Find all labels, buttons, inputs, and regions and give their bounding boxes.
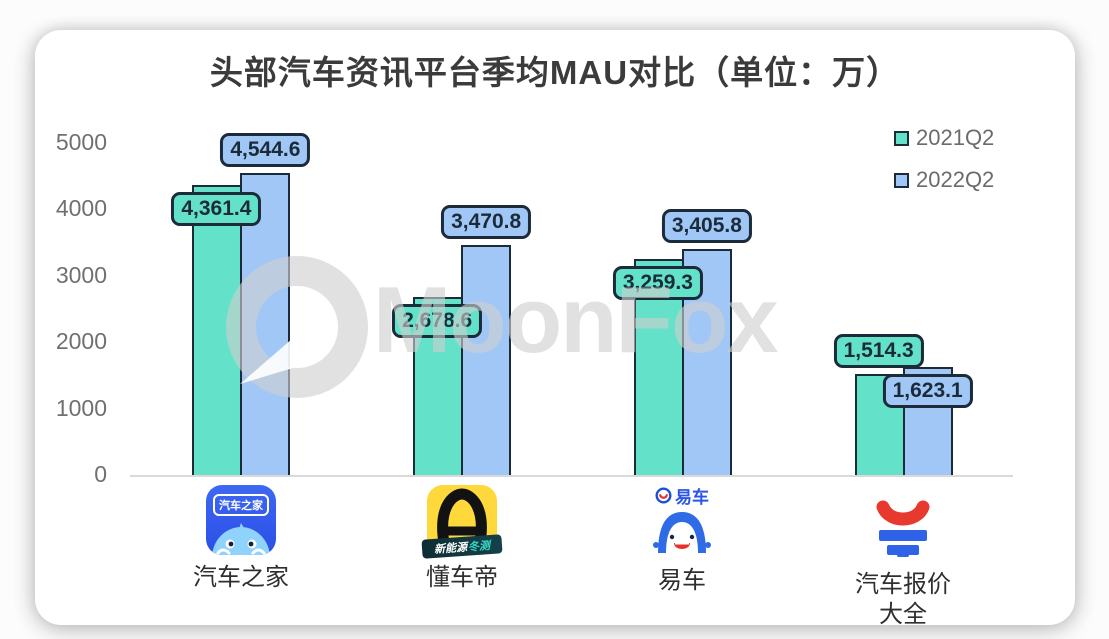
banner-text: 冬测 — [467, 539, 491, 554]
x-category-yiche: 易车 易车 — [597, 485, 767, 596]
value-label: 4,361.4 — [171, 192, 262, 227]
legend-item-2021q2: 2021Q2 — [894, 125, 994, 151]
yiche-circle-logo-icon — [655, 486, 672, 504]
y-tick-label: 2000 — [55, 328, 107, 355]
y-tick-label: 3000 — [55, 261, 107, 288]
value-label: 3,259.3 — [612, 265, 703, 300]
x-axis-line — [130, 475, 1013, 477]
category-label: 汽车报价 — [855, 571, 951, 598]
x-category-car-price: 汽车报价 大全 — [818, 485, 988, 630]
x-category-dongchedi: 新能源 冬测 懂车帝 — [377, 485, 547, 593]
banner-text: 新能源 — [433, 541, 468, 556]
x-category-autohome: 汽车之家 汽车之家 — [156, 485, 326, 593]
category-label-line2: 大全 — [879, 601, 927, 628]
category-label: 易车 — [658, 567, 706, 594]
value-label: 1,623.1 — [882, 374, 973, 409]
chart-title: 头部汽车资讯平台季均MAU对比（单位：万） — [209, 54, 901, 91]
category-label: 懂车帝 — [426, 564, 498, 591]
y-tick-label: 1000 — [55, 394, 107, 421]
y-tick-label: 4000 — [55, 195, 107, 222]
legend-swatch-2021q2 — [894, 130, 909, 146]
y-tick-label: 0 — [94, 461, 107, 487]
dongchedi-a-icon — [437, 488, 487, 549]
autohome-mascot-icon — [212, 523, 270, 555]
legend-label: 2022Q2 — [916, 167, 995, 192]
dongchedi-app-icon: 新能源 冬测 — [421, 485, 503, 559]
yiche-shark-mascot-icon — [653, 512, 711, 553]
legend: 2021Q2 2022Q2 — [894, 125, 994, 193]
dongchedi-banner: 新能源 冬测 — [421, 534, 503, 559]
yiche-app-icon: 易车 — [637, 485, 727, 558]
value-label: 3,470.8 — [441, 204, 532, 239]
bar-2022Q2 — [461, 244, 512, 475]
value-label: 4,544.6 — [220, 133, 311, 168]
car-price-app-icon — [876, 500, 930, 557]
legend-label: 2021Q2 — [916, 125, 995, 150]
legend-swatch-2022q2 — [894, 172, 909, 188]
chart-card: 头部汽车资讯平台季均MAU对比（单位：万） MoonFox 2021Q2 202… — [35, 30, 1075, 628]
value-label: 3,405.8 — [661, 208, 752, 243]
autohome-badge-text: 汽车之家 — [213, 494, 269, 516]
y-tick-label: 5000 — [55, 129, 107, 155]
legend-item-2022q2: 2022Q2 — [894, 167, 994, 193]
autohome-app-icon: 汽车之家 — [206, 485, 276, 555]
value-label: 1,514.3 — [833, 334, 924, 369]
category-label: 汽车之家 — [193, 564, 289, 591]
yiche-logo-text: 易车 — [675, 487, 709, 507]
value-label: 2,678.6 — [392, 304, 483, 339]
